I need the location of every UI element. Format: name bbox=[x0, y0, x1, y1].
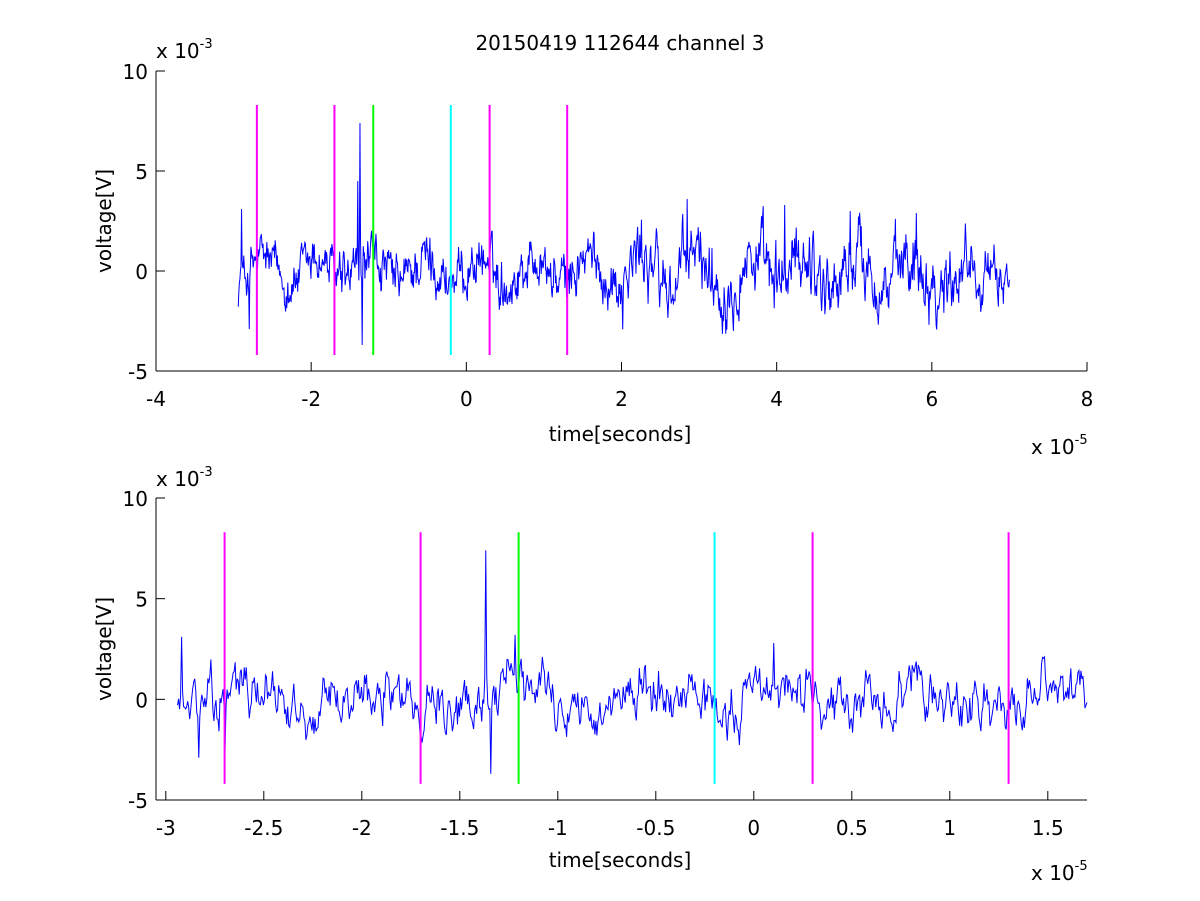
zoom-xtick-label: -2 bbox=[352, 816, 372, 840]
zoom-ytick-label: 5 bbox=[135, 588, 148, 612]
overview-marker-layer bbox=[255, 105, 569, 355]
overview-xtick-layer: -4 -2 0 2 4 6 8 bbox=[146, 362, 1093, 411]
overview-xtick-label: 6 bbox=[925, 387, 938, 411]
overview-ytick-label: 0 bbox=[135, 260, 148, 284]
zoom-marker-layer bbox=[223, 532, 1010, 784]
zoom-ytick-layer: -5 0 5 10 bbox=[123, 487, 165, 813]
zoom-xtick-label: 0 bbox=[747, 816, 760, 840]
overview-y-exponent: x 10-3 bbox=[156, 37, 213, 63]
overview-x-exponent: x 10-5 bbox=[1031, 433, 1088, 459]
overview-plot-area bbox=[156, 71, 1087, 371]
zoom-signal-line bbox=[177, 550, 1088, 774]
overview-xtick-label: 2 bbox=[615, 387, 628, 411]
zoom-xtick-label: 0.5 bbox=[836, 816, 868, 840]
zoom-xtick-label: 1 bbox=[943, 816, 956, 840]
zoom-xtick-label: -3 bbox=[156, 816, 176, 840]
zoom-axes: -3 -2.5 -2 -1.5 -1 -0.5 0 0.5 1 1.5 -5 0 5 10 time[s… bbox=[92, 465, 1088, 885]
overview-x-label: time[seconds] bbox=[549, 422, 692, 446]
zoom-x-label: time[seconds] bbox=[549, 848, 692, 872]
zoom-ytick-label: -5 bbox=[128, 789, 148, 813]
zoom-plot-area bbox=[156, 498, 1087, 800]
zoom-xtick-label: -0.5 bbox=[636, 816, 675, 840]
zoom-x-exponent: x 10-5 bbox=[1031, 859, 1088, 885]
overview-signal-line bbox=[237, 122, 1010, 346]
zoom-y-exponent: x 10-3 bbox=[156, 465, 213, 491]
overview-signal-layer bbox=[237, 122, 1010, 346]
overview-ytick-layer: -5 0 5 10 bbox=[123, 60, 165, 384]
zoom-y-label: voltage[V] bbox=[92, 597, 116, 701]
overview-xtick-label: -2 bbox=[301, 387, 321, 411]
overview-xtick-label: -4 bbox=[146, 387, 166, 411]
overview-xtick-label: 8 bbox=[1081, 387, 1094, 411]
overview-axes: -4 -2 0 2 4 6 8 -5 0 5 10 time[seconds] voltage[V… bbox=[92, 37, 1093, 459]
zoom-xtick-label: 1.5 bbox=[1032, 816, 1064, 840]
overview-y-label: voltage[V] bbox=[92, 169, 116, 273]
overview-ytick-label: 5 bbox=[135, 160, 148, 184]
chart-title: 20150419 112644 channel 3 bbox=[475, 31, 764, 55]
zoom-ytick-label: 0 bbox=[135, 688, 148, 712]
overview-ytick-label: -5 bbox=[128, 360, 148, 384]
zoom-xtick-label: -1.5 bbox=[440, 816, 479, 840]
zoom-xtick-label: -2.5 bbox=[244, 816, 283, 840]
overview-xtick-label: 4 bbox=[770, 387, 783, 411]
overview-xtick-label: 0 bbox=[460, 387, 473, 411]
zoom-xtick-layer: -3 -2.5 -2 -1.5 -1 -0.5 0 0.5 1 1.5 bbox=[156, 791, 1064, 840]
overview-ytick-label: 10 bbox=[123, 60, 148, 84]
zoom-signal-layer bbox=[177, 550, 1088, 774]
zoom-xtick-label: -1 bbox=[548, 816, 568, 840]
zoom-ytick-label: 10 bbox=[123, 487, 148, 511]
